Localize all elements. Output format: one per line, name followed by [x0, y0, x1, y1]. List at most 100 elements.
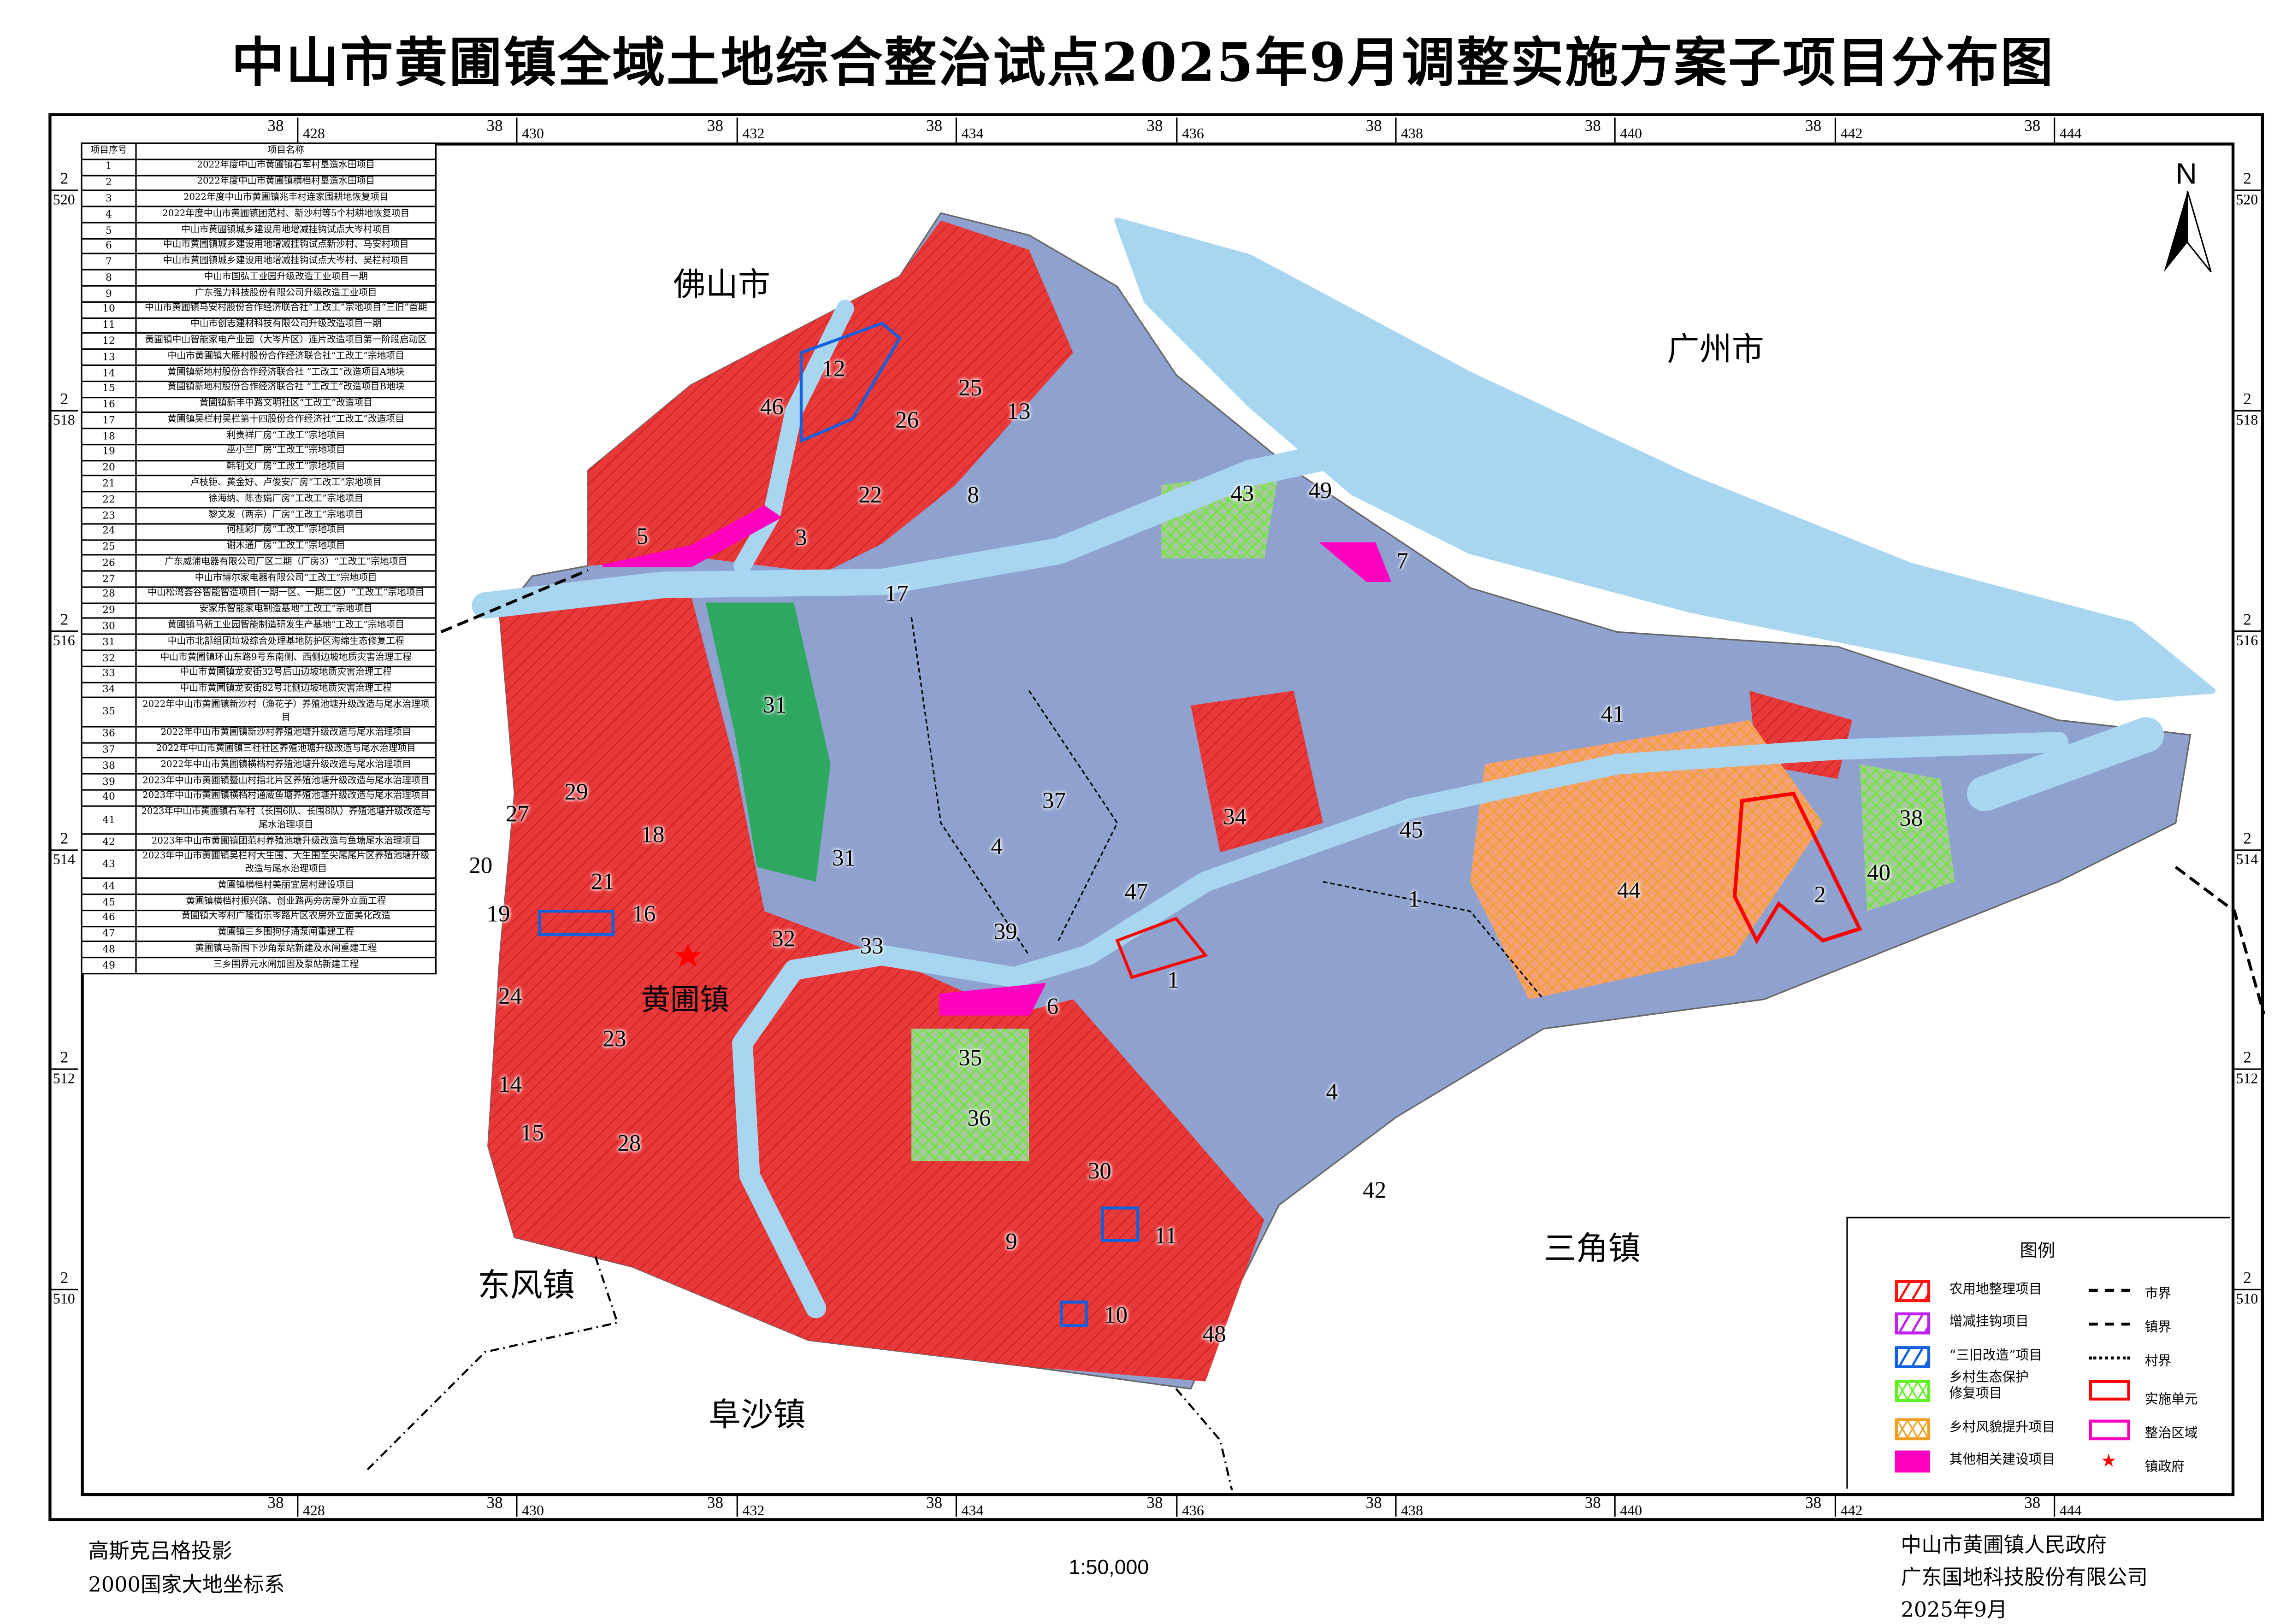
row-name: 何桂彩厂房“工改工”宗地项目	[135, 523, 437, 541]
grid-x-label: 428	[302, 126, 325, 143]
project-number-label: 32	[772, 927, 796, 953]
project-number-label: 10	[1104, 1303, 1128, 1329]
legend-star-icon: ★	[2101, 1450, 2117, 1471]
project-number-label: 14	[498, 1072, 522, 1098]
table-row: 44 黄圃镇横档村美丽宜居村建设项目	[81, 877, 437, 895]
grid-y-label: 520	[2236, 192, 2258, 209]
row-name: 2023年中山市黄圃镇团范村养殖池塘升级改造与鱼塘尾水治理项目	[135, 833, 437, 851]
grid-tick	[2233, 849, 2261, 851]
row-name: 2022年度中山市黄圃镇横档村垦造水田项目	[135, 174, 437, 192]
table-row: 6 中山市黄圃镇城乡建设用地增减挂钩试点新沙村、马安村项目	[81, 237, 437, 255]
legend-title: 图例	[2020, 1240, 2056, 1261]
grid-tick	[50, 189, 78, 191]
project-number-label: 20	[469, 853, 493, 879]
grid-x-label: 436	[1181, 126, 1204, 143]
grid-y-label: 516	[2236, 633, 2258, 650]
table-row: 4 2022年度中山市黄圃镇团范村、新沙村等5个村耕地恢复项目	[81, 206, 437, 224]
table-row: 48 黄圃镇马新围下沙角泵站新建及水闸重建工程	[81, 941, 437, 959]
legend-item-label: 乡村生态保护修复项目	[1949, 1371, 2029, 1402]
row-name: 卢枝钜、黄金好、卢俊安厂房“工改工”宗地项目	[135, 475, 437, 493]
table-row: 12 黄圃镇中山智能家电产业园（大岑片区）连片改造项目第一阶段启动区	[81, 332, 437, 350]
table-row: 20 韩钊文厂房“工改工”宗地项目	[81, 459, 437, 477]
row-index: 37	[81, 741, 137, 759]
project-number-label: 6	[1046, 994, 1059, 1020]
grid-y-label: 510	[53, 1292, 75, 1308]
place-sanjiao: 三角镇	[1543, 1231, 1641, 1269]
project-number-label: 4	[1326, 1080, 1338, 1106]
row-index: 1	[81, 158, 137, 176]
row-name: 黎文发（两宗）厂房“工改工”宗地项目	[135, 507, 437, 524]
project-number-label: 2	[1814, 883, 1826, 908]
row-name: 黄圃镇三乡围狗仔涌泵闸重建工程	[135, 925, 437, 943]
legend-line-outline	[2089, 1419, 2130, 1441]
row-name: 巫小兰厂房“工改工”宗地项目	[135, 443, 437, 461]
grid-y-label: 514	[2236, 852, 2258, 869]
legend-item-label: 乡村风貌提升项目	[1949, 1421, 2056, 1436]
project-number-label: 42	[1363, 1178, 1387, 1204]
row-index: 23	[81, 507, 137, 524]
row-index: 32	[81, 649, 137, 667]
grid-y-label: 512	[53, 1071, 75, 1088]
table-row: 39 2023年中山市黄圃镇鳌山村指北片区养殖池塘升级改造与尾水治理项目	[81, 773, 437, 791]
table-row: 33 中山市黄圃镇龙安街32号后山边坡地质灾害治理工程	[81, 665, 437, 683]
row-name: 韩钊文厂房“工改工”宗地项目	[135, 459, 437, 477]
project-number-label: 34	[1223, 805, 1247, 830]
grid-tick	[1395, 1495, 1397, 1517]
grid-tick	[2233, 630, 2261, 632]
row-name: 中山市黄圃镇龙安街32号后山边坡地质灾害治理工程	[135, 665, 437, 683]
table-row: 17 黄圃镇吴栏村吴栏第十四股份合作经济社“工改工”改造项目	[81, 412, 437, 430]
row-index: 28	[81, 586, 137, 604]
grid-y-label: 514	[53, 852, 75, 869]
grid-x-label: 444	[2059, 126, 2082, 143]
grid-tick	[2054, 118, 2056, 143]
legend-line-label: 整治区域	[2144, 1427, 2198, 1442]
row-name: 中山市北部组团垃圾综合处理基地防护区海绵生态修复工程	[135, 634, 437, 651]
grid-tick	[2233, 1068, 2261, 1070]
grid-tick	[1834, 1495, 1837, 1517]
grid-x-prefix: 38	[486, 1495, 503, 1512]
table-row: 49 三乡围界元水闸加固及泵站新建工程	[81, 957, 437, 974]
project-number-label: 26	[895, 408, 919, 434]
grid-x-label: 438	[1401, 126, 1423, 143]
row-index: 41	[81, 805, 137, 835]
row-index: 15	[81, 380, 137, 398]
legend-swatch-hatch	[1895, 1280, 1931, 1302]
grid-y-prefix: 2	[2243, 170, 2251, 188]
legend-swatch-solid	[1895, 1450, 1931, 1473]
row-index: 24	[81, 523, 137, 541]
grid-tick	[2233, 1289, 2261, 1290]
grid-x-prefix: 38	[707, 1495, 723, 1512]
row-index: 21	[81, 475, 137, 493]
project-number-label: 44	[1617, 879, 1641, 904]
legend-item-label: 增减挂钩项目	[1949, 1315, 2029, 1330]
legend-line-outline	[2089, 1380, 2130, 1401]
project-number-label: 12	[821, 357, 845, 382]
project-number-label: 11	[1154, 1224, 1177, 1249]
table-row: 23 黎文发（两宗）厂房“工改工”宗地项目	[81, 507, 437, 524]
project-number-label: 48	[1202, 1323, 1226, 1348]
project-number-label: 46	[760, 395, 784, 421]
row-name: 中山市黄圃镇城乡建设用地增减挂钩试点大岑村、吴栏村项目	[135, 253, 437, 271]
project-number-label: 31	[832, 846, 856, 872]
row-index: 17	[81, 412, 137, 430]
legend-swatch-hatch	[1895, 1312, 1931, 1335]
row-name: 中山市黄圃镇龙安街82号北侧边坡地质灾害治理工程	[135, 681, 437, 699]
grid-tick	[955, 118, 957, 143]
grid-y-prefix: 2	[60, 1049, 69, 1067]
grid-y-label: 510	[2236, 1292, 2258, 1308]
header-name: 项目名称	[135, 142, 437, 160]
row-index: 19	[81, 443, 137, 461]
table-row: 38 2022年中山市黄圃镇横档村养殖池塘升级改造与尾水治理项目	[81, 757, 437, 775]
row-name: 2022年度中山市黄圃镇团范村、新沙村等5个村耕地恢复项目	[135, 206, 437, 224]
row-index: 2	[81, 174, 137, 192]
table-row: 45 黄圃镇横档村振兴路、创业路两旁房屋外立面工程	[81, 893, 437, 911]
table-row: 30 黄圃镇马新工业园智能制造研发生产基地“工改工”宗地项目	[81, 618, 437, 635]
table-row: 24 何桂彩厂房“工改工”宗地项目	[81, 523, 437, 541]
table-row: 13 中山市黄圃镇大雁村股份合作经济联合社“工改工”宗地项目	[81, 348, 437, 366]
project-number-label: 41	[1601, 702, 1624, 728]
row-index: 22	[81, 491, 137, 509]
grid-y-prefix: 2	[2243, 611, 2251, 629]
grid-x-label: 442	[1840, 1503, 1863, 1520]
date-text: 2025年9月	[1901, 1599, 2008, 1623]
